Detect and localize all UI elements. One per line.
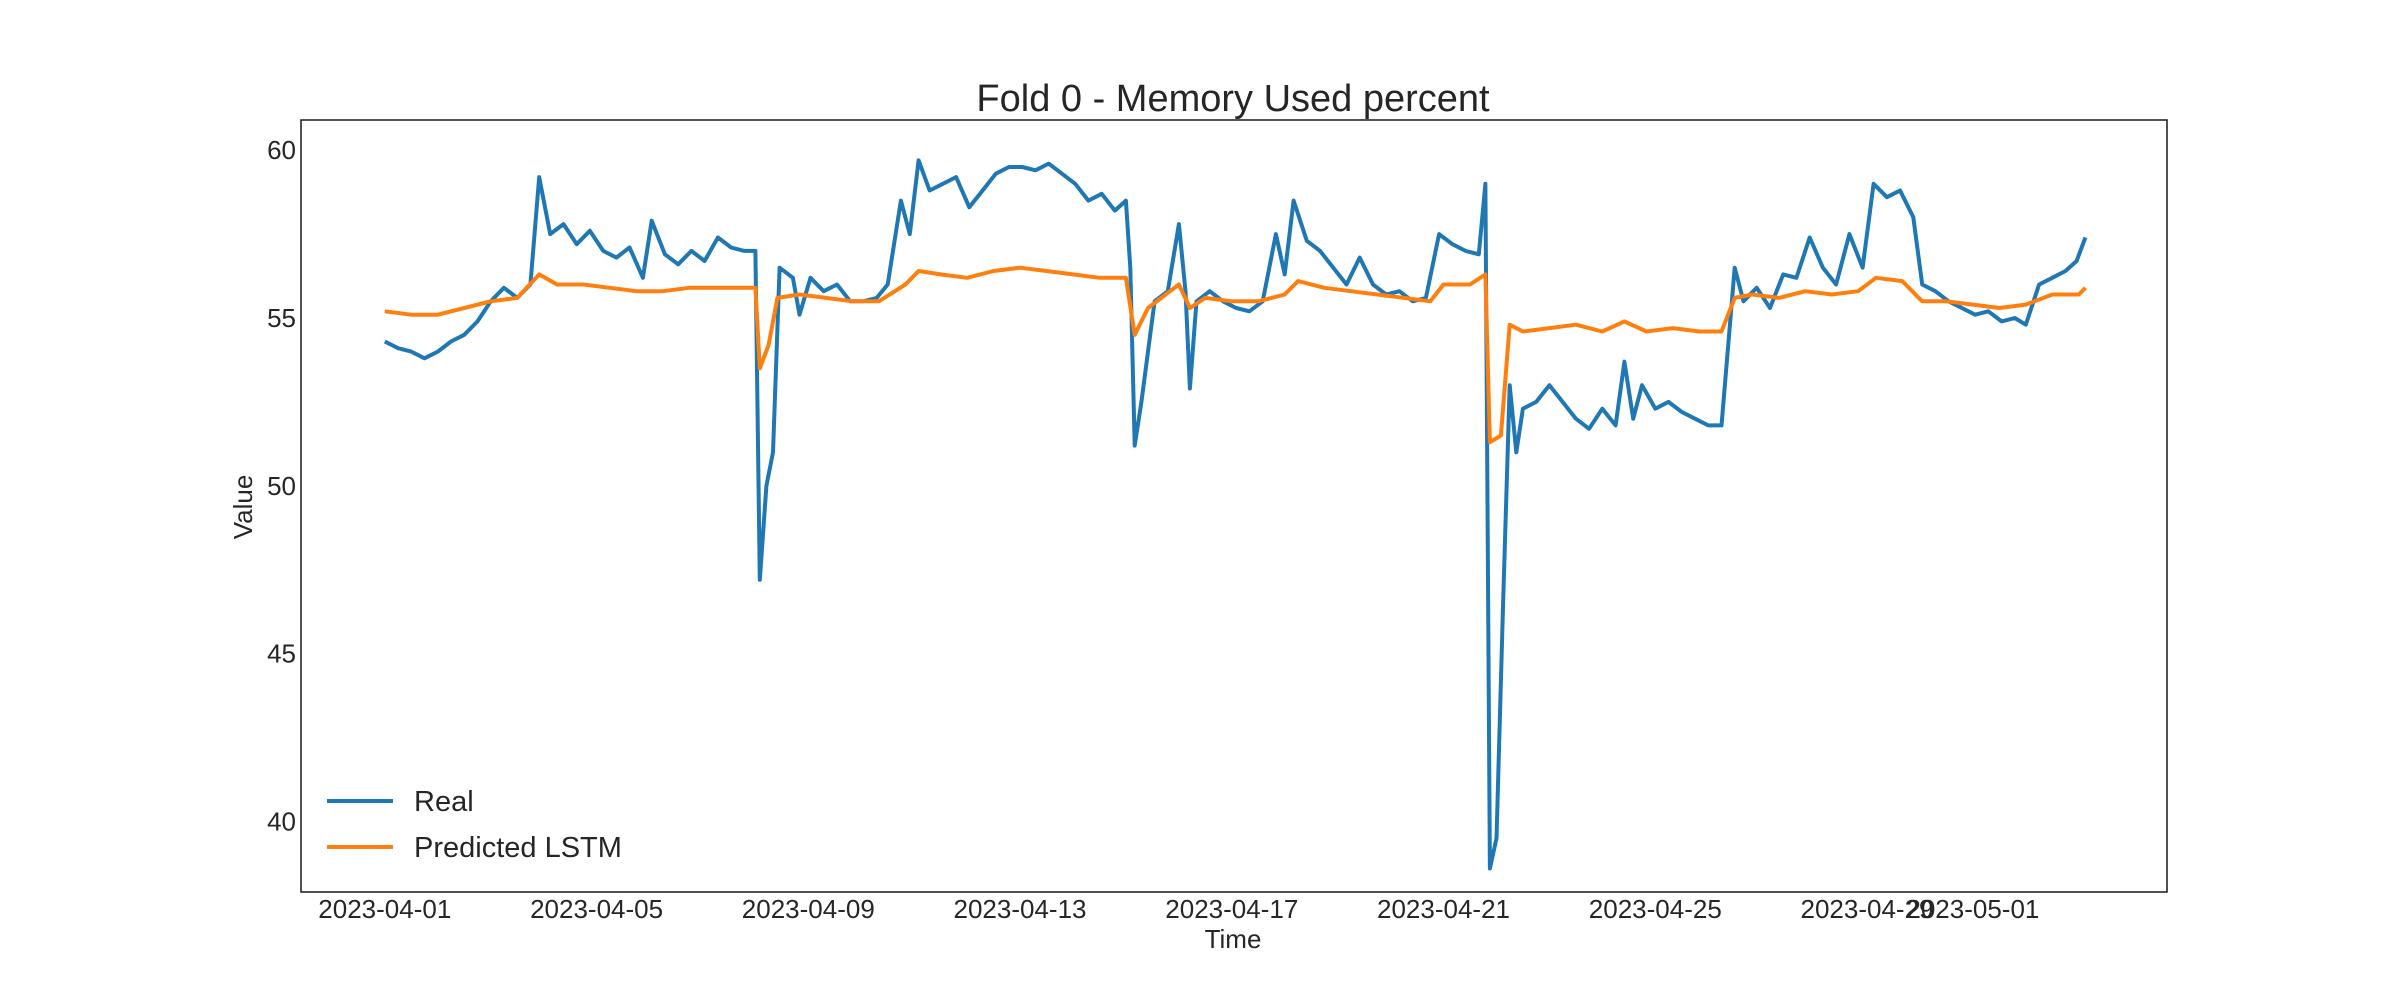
- y-axis-ticks: 40 45 50 55 60: [267, 135, 296, 836]
- legend-label: Predicted LSTM: [414, 832, 622, 864]
- y-tick-label: 50: [267, 471, 296, 501]
- plot-area: [383, 158, 2088, 871]
- y-tick-label: 45: [267, 639, 296, 669]
- x-tick-label: 2023-05-01: [1906, 894, 2039, 924]
- x-tick-label: 2023-04-29: [1801, 894, 1934, 924]
- y-tick-label: 40: [267, 807, 296, 837]
- x-tick-label: 2023-04-01: [318, 894, 451, 924]
- plot-frame: [300, 119, 2168, 893]
- x-axis-label: Time: [1205, 924, 1262, 954]
- x-tick-label: 2023-04-25: [1589, 894, 1722, 924]
- y-axis-label: Value: [228, 475, 258, 540]
- y-tick-label: 60: [267, 135, 296, 165]
- x-tick-label: 2023-04-21: [1377, 894, 1510, 924]
- y-tick-label: 55: [267, 303, 296, 333]
- chart-title: Fold 0 - Memory Used percent: [976, 78, 1490, 120]
- legend-label: Real: [414, 786, 474, 818]
- series-line-predicted-lstm: [384, 265, 2087, 445]
- series-line-real: [383, 158, 2088, 871]
- legend: Real Predicted LSTM: [327, 786, 622, 864]
- x-tick-label: 2023-04-09: [742, 894, 875, 924]
- x-tick-label: 2023-04-13: [954, 894, 1087, 924]
- x-axis-ticks: 2023-04-01 2023-04-05 2023-04-09 2023-04-13…: [318, 894, 2039, 924]
- x-tick-label: 2023-04-05: [530, 894, 663, 924]
- x-tick-label: 2023-04-17: [1165, 894, 1298, 924]
